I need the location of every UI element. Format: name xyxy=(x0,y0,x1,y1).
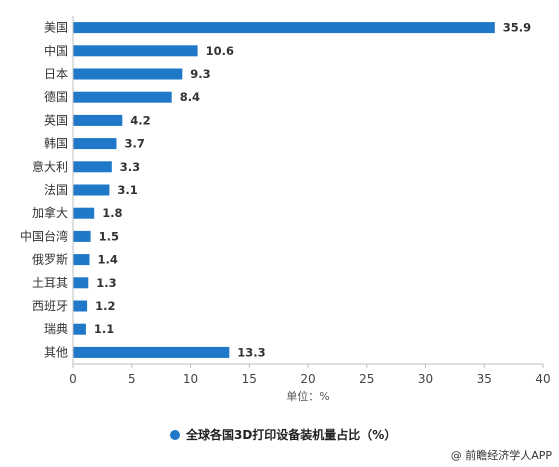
bar-6 xyxy=(73,161,112,173)
category-label: 中国台湾 xyxy=(20,228,68,243)
bar-9 xyxy=(73,230,91,242)
labels-layer: 美国 35.9 中国 10.6 日本 9.3 德国 8.4 英国 4.2 韩国 3.7 意大利 3.3 法国… xyxy=(20,21,531,360)
bar-4 xyxy=(73,114,123,126)
x-tick-label: 15 xyxy=(242,372,257,386)
category-label: 西班牙 xyxy=(32,299,68,313)
x-axis: 0 5 10 15 20 25 30 35 40 xyxy=(69,16,551,386)
x-tick-label: 30 xyxy=(418,372,433,386)
x-tick-label: 10 xyxy=(183,372,198,386)
value-label: 1.4 xyxy=(98,253,118,267)
category-label: 意大利 xyxy=(32,159,68,174)
category-label: 美国 xyxy=(44,21,68,35)
bar-7 xyxy=(73,184,110,196)
value-label: 9.3 xyxy=(190,67,210,81)
x-tick-label: 20 xyxy=(300,372,315,386)
x-axis-title: 单位：% xyxy=(286,389,329,403)
category-label: 俄罗斯 xyxy=(32,253,68,267)
category-label: 加拿大 xyxy=(32,205,68,220)
category-label: 瑞典 xyxy=(44,322,68,336)
legend-swatch xyxy=(170,430,180,440)
bar-11 xyxy=(73,277,89,289)
bar-8 xyxy=(73,207,95,219)
value-label: 3.1 xyxy=(117,183,137,197)
x-tick-label: 0 xyxy=(69,372,77,386)
value-label: 1.8 xyxy=(102,206,122,220)
bar-3 xyxy=(73,91,172,103)
category-label: 土耳其 xyxy=(32,276,68,290)
value-label: 1.5 xyxy=(99,229,119,243)
category-label: 中国 xyxy=(44,43,68,58)
bars-layer xyxy=(73,22,495,358)
x-tick-label: 5 xyxy=(128,372,136,386)
x-tick-label: 40 xyxy=(535,372,550,386)
bar-5 xyxy=(73,138,117,150)
x-tick-label: 25 xyxy=(359,372,374,386)
value-label: 8.4 xyxy=(180,90,200,104)
value-label: 13.3 xyxy=(237,345,265,359)
bar-10 xyxy=(73,254,90,266)
value-label: 3.3 xyxy=(120,160,140,174)
category-label: 其他 xyxy=(44,345,68,359)
category-label: 韩国 xyxy=(44,136,68,151)
bar-14 xyxy=(73,346,230,358)
value-label: 1.3 xyxy=(96,276,116,290)
bar-2 xyxy=(73,68,183,80)
bar-13 xyxy=(73,323,86,335)
value-label: 4.2 xyxy=(130,113,150,127)
bar-12 xyxy=(73,300,88,312)
source-credit: @ 前瞻经济学人APP xyxy=(451,448,553,462)
value-label: 10.6 xyxy=(206,44,234,58)
legend-label: 全球各国3D打印设备装机量占比（%） xyxy=(185,427,396,442)
value-label: 1.2 xyxy=(95,299,115,313)
x-tick-label: 35 xyxy=(477,372,492,386)
category-label: 日本 xyxy=(44,67,68,81)
category-label: 英国 xyxy=(44,113,68,127)
value-label: 35.9 xyxy=(503,21,531,35)
bar-1 xyxy=(73,45,198,57)
legend: 全球各国3D打印设备装机量占比（%） xyxy=(170,427,396,442)
category-label: 法国 xyxy=(44,183,68,197)
category-label: 德国 xyxy=(44,89,68,104)
value-label: 3.7 xyxy=(125,137,145,151)
bar-0 xyxy=(73,22,495,34)
value-label: 1.1 xyxy=(94,322,114,336)
